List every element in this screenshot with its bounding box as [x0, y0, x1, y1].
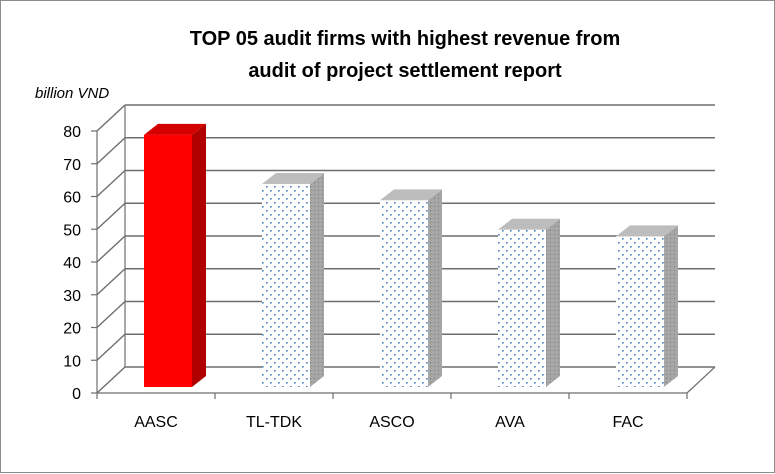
- floor-edge: [686, 366, 716, 394]
- gridline-depth: [96, 268, 126, 296]
- y-tick-label: 50: [63, 222, 81, 239]
- bar-side: [310, 172, 324, 387]
- y-tick-label: 60: [63, 190, 81, 207]
- gridline-depth: [96, 366, 126, 394]
- bar-top: [380, 189, 442, 201]
- gridline-depth: [96, 137, 126, 165]
- x-category-label: FAC: [612, 414, 643, 431]
- bar-front: [498, 229, 546, 387]
- gridline-depth: [96, 202, 126, 230]
- bar-front: [144, 134, 192, 387]
- bar-top: [144, 123, 206, 135]
- bar-top: [498, 218, 560, 230]
- y-tick-label: 40: [63, 255, 81, 272]
- y-tick-label: 10: [63, 353, 81, 370]
- y-tick-label: 30: [63, 288, 81, 305]
- axes: [91, 105, 716, 399]
- gridline-depth: [96, 300, 126, 329]
- x-category-label: AASC: [134, 414, 178, 431]
- bar-top: [616, 225, 678, 237]
- bar-side: [546, 218, 560, 387]
- bar-tl-tdk: [262, 172, 324, 387]
- bar-front: [616, 236, 664, 387]
- bar-front: [262, 183, 310, 387]
- x-category-label: TL-TDK: [246, 414, 302, 431]
- bar-front: [380, 200, 428, 387]
- x-category-label: ASCO: [369, 414, 414, 431]
- bar-asco: [380, 189, 442, 387]
- y-tick-label: 0: [72, 386, 81, 403]
- x-category-label: AVA: [495, 414, 525, 431]
- bar-aasc: [144, 123, 206, 387]
- gridline-depth: [96, 169, 126, 198]
- bar-side: [428, 189, 442, 387]
- gridline-depth: [96, 333, 126, 361]
- y-tick-label: 80: [63, 124, 81, 141]
- bar-side: [192, 123, 206, 387]
- bar-side: [664, 225, 678, 387]
- chart-title-line-2: audit of project settlement report: [248, 60, 562, 82]
- y-tick-labels: 0 10 20 30 40 50 60 70 80: [63, 124, 81, 403]
- gridline-depth: [96, 104, 126, 132]
- bar-top: [262, 172, 324, 184]
- bar-ava: [498, 218, 560, 387]
- y-axis-unit-label: billion VND: [35, 85, 109, 102]
- bars: [144, 123, 678, 387]
- chart-title-line-1: TOP 05 audit firms with highest revenue …: [190, 28, 620, 50]
- y-tick-label: 20: [63, 321, 81, 338]
- y-tick-label: 70: [63, 157, 81, 174]
- bar-fac: [616, 225, 678, 387]
- gridline-depth: [96, 235, 126, 263]
- x-category-labels: AASC TL-TDK ASCO AVA FAC: [134, 414, 643, 431]
